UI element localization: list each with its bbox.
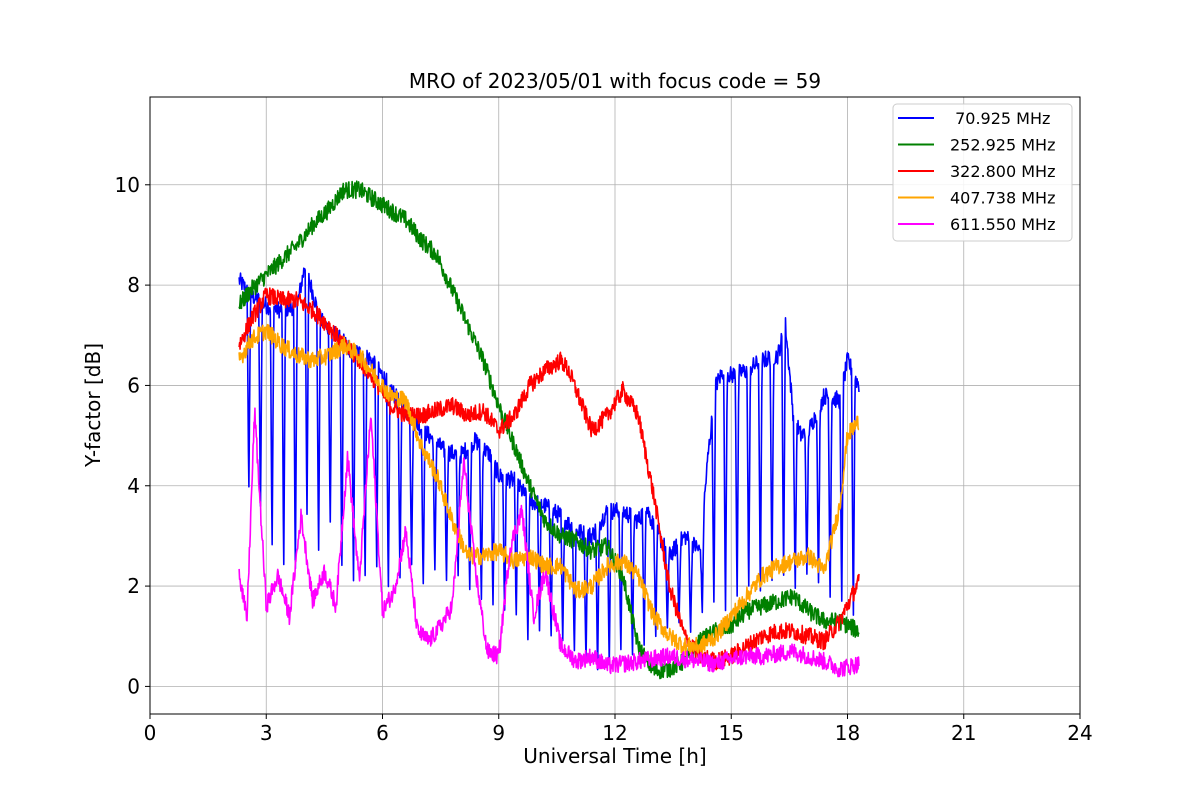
y-tick-label: 4 [127,474,140,498]
y-axis-ticks: 0 2 4 6 8 10 [115,173,150,698]
legend-label: 322.800 MHz [950,162,1055,181]
x-axis-label: Universal Time [h] [523,744,706,768]
y-tick-label: 6 [127,373,140,397]
legend-label: 70.925 MHz [950,109,1050,128]
y-tick-label: 2 [127,574,140,598]
x-tick-label: 6 [376,721,389,745]
y-tick-label: 8 [127,273,140,297]
series-line-4 [238,323,860,656]
x-tick-label: 15 [719,721,744,745]
x-tick-label: 9 [492,721,505,745]
series-line-2 [238,180,860,680]
series-layer [238,180,860,680]
legend: 70.925 MHz 252.925 MHz 322.800 MHz 407.738 … [892,103,1073,242]
x-tick-label: 24 [1067,721,1092,745]
x-tick-label: 0 [144,721,157,745]
x-tick-label: 21 [951,721,976,745]
y-tick-label: 10 [115,173,140,197]
chart-title: MRO of 2023/05/01 with focus code = 59 [409,69,821,93]
series-line-5 [238,407,860,678]
legend-box [892,103,1073,242]
x-tick-label: 18 [835,721,860,745]
x-tick-label: 3 [260,721,273,745]
y-axis-label: Y-factor [dB] [81,343,105,468]
series-line-1 [238,267,860,671]
y-tick-label: 0 [127,674,140,698]
x-axis-ticks: 0 3 6 9 12 15 18 21 24 [144,714,1093,745]
legend-label: 611.550 MHz [950,215,1055,234]
legend-label: 252.925 MHz [950,136,1055,155]
x-tick-label: 12 [602,721,627,745]
legend-label: 407.738 MHz [950,189,1055,208]
